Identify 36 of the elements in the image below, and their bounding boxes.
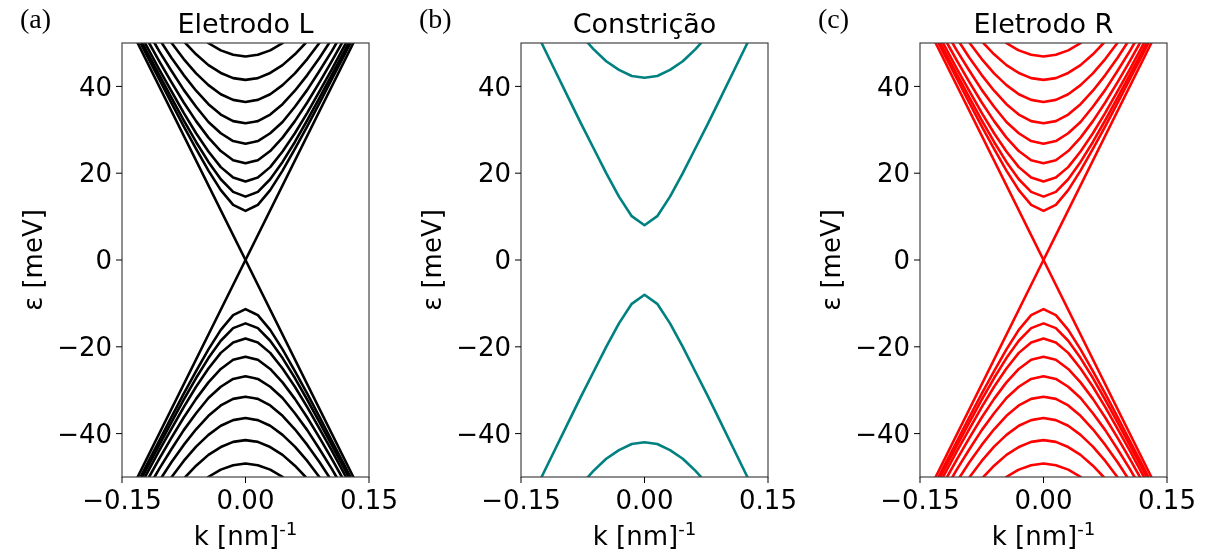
- x-tick-label: 0.15: [739, 485, 797, 515]
- y-axis-title: ε [meV]: [18, 209, 48, 311]
- text: (a): [20, 3, 52, 34]
- y-tick-label: 0: [893, 245, 910, 276]
- y-axis-title: ε [meV]: [417, 209, 447, 311]
- text: (c): [818, 3, 850, 34]
- x-axis-title: k [nm]$^{-1}$: [991, 517, 1096, 551]
- y-tick-label: 20: [477, 158, 511, 189]
- y-tick-label: 20: [876, 158, 910, 189]
- y-axis-title: ε [meV]: [816, 209, 846, 311]
- x-tick-label: 0.15: [340, 485, 398, 515]
- y-tick-label: 20: [78, 158, 112, 189]
- y-tick-label: −40: [855, 418, 910, 449]
- y-tick-label: −20: [57, 331, 112, 362]
- y-tick-label: 40: [78, 71, 112, 102]
- x-tick-label: −0.15: [82, 485, 162, 515]
- text: (b): [419, 3, 452, 34]
- x-axis-title: k [nm]$^{-1}$: [592, 517, 697, 551]
- chart-title: Eletrodo R: [973, 8, 1114, 39]
- y-tick-label: −20: [855, 331, 910, 362]
- x-tick-label: 0.00: [1014, 485, 1073, 515]
- x-tick-label: 0.15: [1138, 485, 1196, 515]
- y-tick-label: 0: [494, 245, 511, 276]
- x-tick-label: 0.00: [615, 485, 674, 515]
- y-tick-label: 0: [95, 245, 112, 276]
- x-axis-title: k [nm]$^{-1}$: [193, 517, 298, 551]
- y-tick-label: −40: [456, 418, 511, 449]
- chart-title: Eletrodo L: [177, 8, 314, 39]
- chart-title: Constrição: [572, 8, 717, 39]
- x-tick-label: −0.15: [880, 485, 960, 515]
- y-tick-label: −40: [57, 418, 112, 449]
- x-tick-label: 0.00: [216, 485, 275, 515]
- y-tick-label: 40: [477, 71, 511, 102]
- y-tick-label: −20: [456, 331, 511, 362]
- y-tick-label: 40: [876, 71, 910, 102]
- x-tick-label: −0.15: [481, 485, 561, 515]
